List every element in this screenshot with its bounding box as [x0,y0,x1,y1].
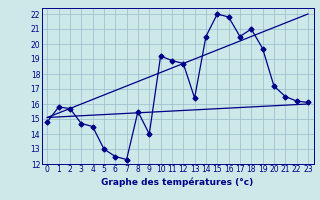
X-axis label: Graphe des températures (°c): Graphe des températures (°c) [101,177,254,187]
